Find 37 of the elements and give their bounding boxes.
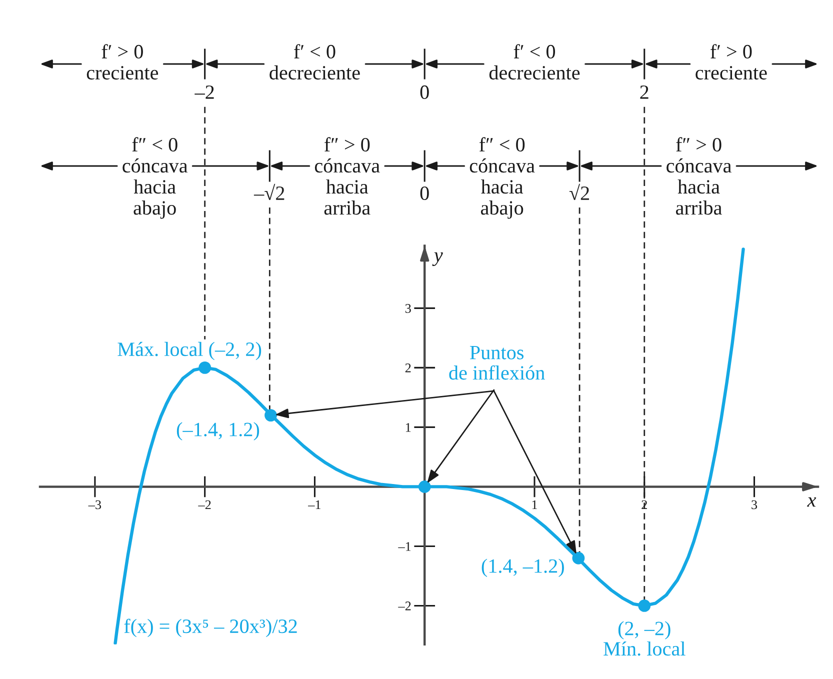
annotation: Máx. local (–2, 2): [118, 342, 262, 360]
text: f″ > 0 cóncava hacia arriba: [666, 137, 732, 215]
annotation: (–1.4, 1.2): [176, 422, 260, 440]
x-axis-title: x: [807, 497, 816, 507]
text: 0: [420, 186, 429, 200]
y-tick-label: 2: [405, 364, 411, 372]
annotation: Puntos de inflexión: [449, 346, 545, 380]
annotation: (2, –2) Mín. local: [604, 621, 686, 656]
text: f″ < 0 cóncava hacia abajo: [470, 137, 535, 219]
text: f′ > 0 creciente: [696, 44, 767, 80]
point: [198, 361, 212, 374]
y-tick-label: –2: [398, 602, 411, 610]
x-tick-label: 3: [752, 500, 758, 510]
text: f′ < 0 decreciente: [270, 44, 360, 80]
ref-line-label: –√2: [254, 184, 284, 200]
ref-line-label: √2: [569, 184, 589, 200]
series-label: f(x) = (3x⁵ – 20x³)/32: [124, 618, 297, 638]
point: [418, 480, 431, 493]
text: f′ < 0 decreciente: [489, 44, 580, 80]
x2-tick-label: –2: [194, 85, 214, 99]
x2-tick-label: 0: [420, 85, 429, 100]
point: [638, 600, 651, 612]
x2-tick-label: 2: [640, 85, 648, 99]
y-tick-label: 1: [406, 423, 411, 432]
x-tick-label: 1: [532, 500, 537, 510]
annotation: (1.4, –1.2): [482, 558, 564, 577]
x-tick-label: –2: [198, 500, 211, 510]
text: f′ > 0 creciente: [86, 44, 158, 80]
text: f″ < 0 cóncava hacia abajo: [122, 137, 188, 219]
y-tick-label: 3: [405, 304, 411, 313]
point: [264, 409, 277, 422]
y-axis-title: y: [432, 252, 443, 266]
x-tick-label: –3: [88, 500, 102, 510]
y-tick-label: –1: [398, 542, 411, 551]
point: [572, 552, 585, 564]
x-tick-label: –1: [308, 500, 321, 510]
text: f″ > 0 cóncava hacia arriba: [314, 137, 380, 215]
